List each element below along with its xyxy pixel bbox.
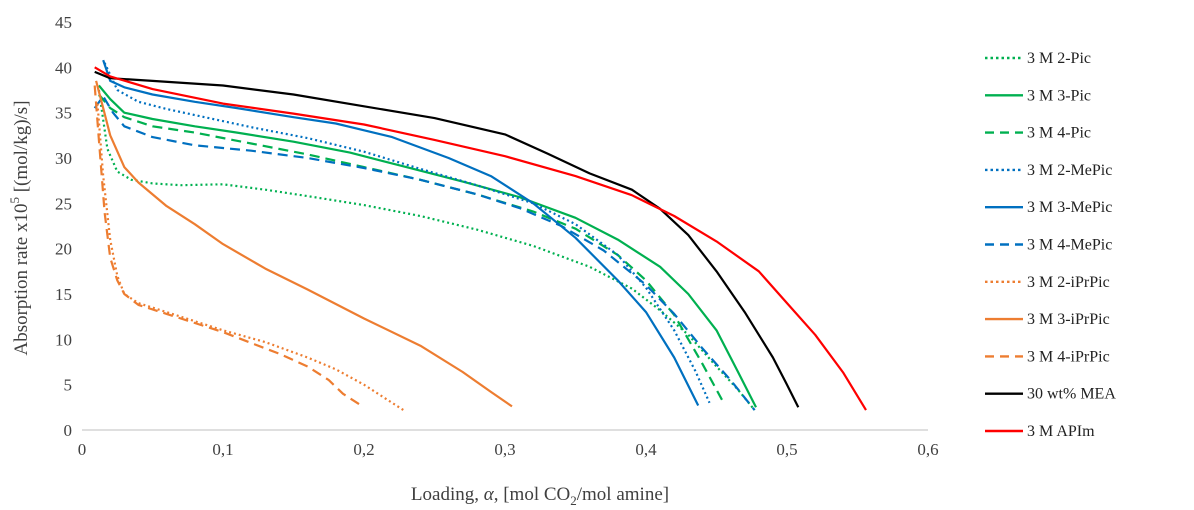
legend: 3 M 2-Pic 3 M 3-Pic 3 M 4-Pic 3 M 2-MePic 3 … <box>985 50 1116 440</box>
x-axis-title-end: /mol amine] <box>577 484 669 505</box>
series-line-11 <box>94 66 867 411</box>
x-axis-title-subscript: 2 <box>570 493 577 508</box>
legend-label: 3 M 2-MePic <box>1027 162 1112 179</box>
y-tick-label: 15 <box>55 285 72 304</box>
series-line-8 <box>95 80 513 408</box>
x-axis-title-middle: , [mol CO <box>494 484 571 505</box>
y-axis-title: Absorption rate x105 [(mol/kg)/s] <box>7 100 32 355</box>
legend-label: 3 M 3-Pic <box>1027 87 1091 104</box>
y-tick-labels: 0 5 10 15 20 25 30 35 40 45 <box>55 13 72 440</box>
x-tick-label: 0 <box>78 440 87 459</box>
y-axis-title-end: [(mol/kg)/s] <box>11 100 32 197</box>
y-tick-label: 35 <box>55 104 72 123</box>
y-tick-label: 20 <box>55 240 72 259</box>
series-line-4 <box>103 62 711 404</box>
legend-label: 3 M 3-MePic <box>1027 199 1112 216</box>
x-tick-label: 0,4 <box>635 440 657 459</box>
y-tick-label: 0 <box>64 421 73 440</box>
x-axis-title-text: Loading, <box>411 484 484 505</box>
x-axis-title: Loading, α, [mol CO2/mol amine] <box>411 484 669 508</box>
x-tick-label: 0,6 <box>917 440 938 459</box>
x-tick-label: 0,1 <box>212 440 233 459</box>
plot-series <box>93 59 867 412</box>
x-axis-title-symbol: α <box>484 484 495 505</box>
legend-label: 3 M 4-Pic <box>1027 125 1091 142</box>
y-tick-label: 45 <box>55 13 72 32</box>
x-tick-labels: 0 0,1 0,2 0,3 0,4 0,5 0,6 <box>78 440 939 459</box>
legend-label: 3 M APIm <box>1027 423 1095 440</box>
y-axis-title-superscript: 5 <box>7 197 22 204</box>
legend-label: 3 M 3-iPrPic <box>1027 311 1110 328</box>
legend-label: 3 M 4-MePic <box>1027 237 1112 254</box>
legend-label: 3 M 2-iPrPic <box>1027 274 1110 291</box>
y-tick-label: 25 <box>55 194 72 213</box>
series-line-9 <box>93 85 361 406</box>
series-line-5 <box>102 59 700 406</box>
series-line-10 <box>94 70 800 408</box>
legend-label: 3 M 2-Pic <box>1027 50 1091 67</box>
legend-label: 30 wt% MEA <box>1027 386 1116 403</box>
x-tick-label: 0,2 <box>353 440 374 459</box>
x-tick-label: 0,3 <box>494 440 515 459</box>
y-tick-label: 5 <box>64 376 73 395</box>
y-tick-label: 40 <box>55 58 72 77</box>
x-tick-label: 0,5 <box>776 440 797 459</box>
legend-label: 3 M 4-iPrPic <box>1027 348 1110 365</box>
y-tick-label: 10 <box>55 330 72 349</box>
series-line-2 <box>98 84 757 408</box>
y-axis-title-text: Absorption rate x10 <box>11 204 32 356</box>
y-tick-label: 30 <box>55 149 72 168</box>
series-line-6 <box>93 95 756 411</box>
